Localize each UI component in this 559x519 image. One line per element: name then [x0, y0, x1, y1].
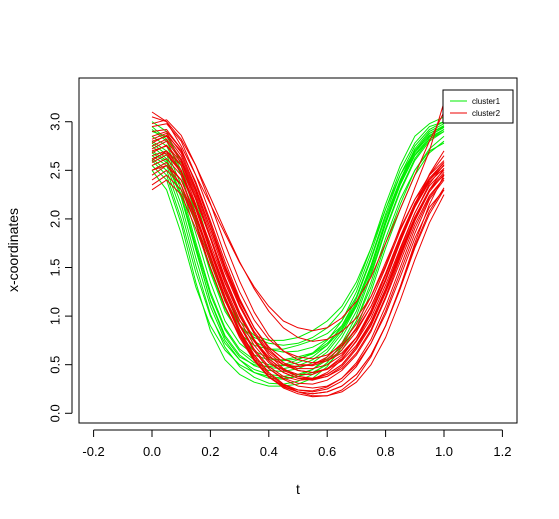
x-tick-label: 0.8: [377, 444, 395, 459]
y-tick-label: 2.5: [47, 161, 62, 179]
legend-label-cluster2: cluster2: [472, 109, 501, 118]
legend-label-cluster1: cluster1: [472, 97, 501, 106]
series-curve-37: [151, 144, 445, 381]
series-layer: [151, 102, 445, 398]
y-tick-label: 0.0: [47, 404, 62, 422]
series-curve-32: [151, 174, 445, 398]
y-tick-label: 0.5: [47, 356, 62, 374]
series-curve-17: [151, 111, 445, 332]
series-curve-34: [151, 152, 445, 385]
x-axis-label: t: [296, 481, 300, 497]
x-tick-label: 1.2: [493, 444, 511, 459]
series-curve-38: [151, 132, 445, 370]
legend: cluster1 cluster2: [442, 89, 514, 124]
series-curve-15: [151, 126, 445, 367]
y-tick-label: 1.5: [47, 258, 62, 276]
x-axis: -0.2 0.0 0.2 0.4 0.6 0.8 1.0 1.2: [82, 429, 511, 459]
y-tick-label: 3.0: [47, 113, 62, 131]
series-curve-39: [151, 179, 445, 395]
series-curve-8: [151, 142, 445, 387]
series-curve-36: [151, 162, 445, 392]
x-tick-label: 0.0: [143, 444, 161, 459]
y-tick-label: 2.0: [47, 210, 62, 228]
series-curve-25: [151, 102, 445, 342]
y-tick-label: 1.0: [47, 307, 62, 325]
legend-box: [442, 89, 514, 124]
x-tick-label: -0.2: [82, 444, 104, 459]
x-tick-label: 0.2: [201, 444, 219, 459]
series-curve-33: [151, 134, 445, 373]
series-curve-12: [151, 131, 445, 385]
y-axis-label: x-coordinates: [5, 208, 21, 292]
x-tick-label: 0.4: [260, 444, 278, 459]
series-curve-1: [151, 121, 445, 350]
y-axis: 0.0 0.5 1.0 1.5 2.0 2.5 3.0: [47, 113, 73, 422]
series-curve-30: [151, 154, 445, 375]
x-tick-label: 0.6: [318, 444, 336, 459]
series-curve-31: [151, 129, 445, 380]
x-tick-label: 1.0: [435, 444, 453, 459]
plot-frame: [78, 77, 518, 424]
